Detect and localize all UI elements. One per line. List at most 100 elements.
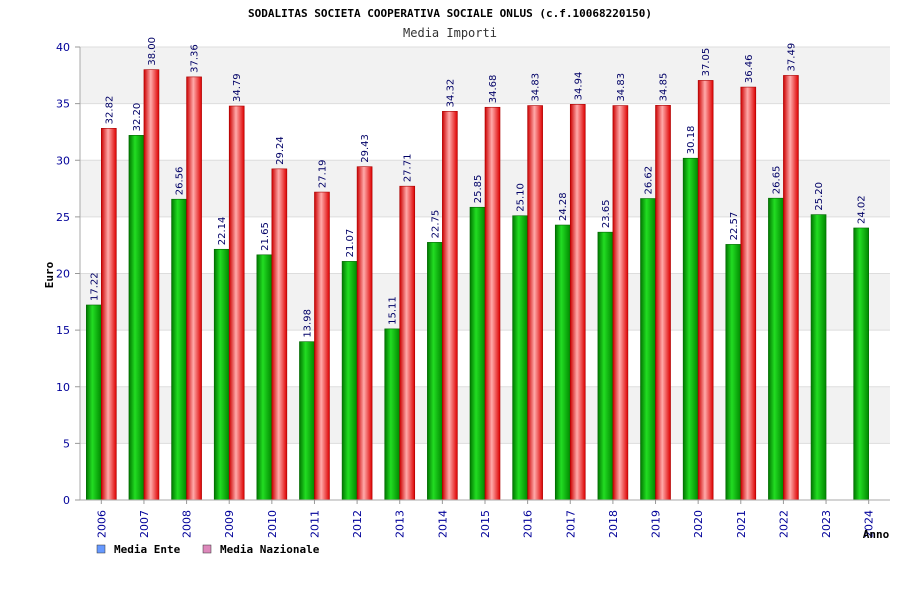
y-tick-label: 40 (56, 41, 70, 54)
y-tick-labels: 0 5 10 15 20 25 30 35 40 (56, 41, 80, 507)
bar-media-ente-2018 (597, 231, 614, 501)
data-label: 34.94 (573, 72, 584, 101)
legend-label-nazionale: Media Nazionale (220, 543, 320, 556)
y-tick-label: 30 (56, 154, 70, 167)
bar-media-nazionale-2022 (783, 75, 799, 501)
data-label: 27.19 (317, 159, 328, 188)
x-tick-label: 2006 (95, 510, 108, 538)
x-tick-label: 2023 (820, 510, 833, 538)
bar-media-ente-2015 (469, 206, 486, 501)
data-label: 25.85 (473, 175, 484, 204)
x-tick-label: 2021 (735, 510, 748, 538)
data-labels: 17.22 32.82 32.20 38.00 26.56 37.36 22.14 34.79… (89, 37, 867, 338)
bar-media-nazionale-2014 (442, 111, 458, 501)
chart-subtitle: Media Importi (403, 26, 497, 40)
data-label: 34.32 (445, 79, 456, 108)
bar-media-ente-2007 (128, 135, 145, 501)
data-label: 24.02 (857, 195, 868, 224)
data-label: 23.65 (601, 200, 612, 229)
bar-media-nazionale-2010 (271, 168, 288, 501)
chart-title: SODALITAS SOCIETA COOPERATIVA SOCIALE ON… (248, 7, 652, 20)
legend-label-ente: Media Ente (114, 543, 181, 556)
bar-media-ente-2019 (640, 198, 656, 501)
data-label: 24.28 (558, 192, 569, 221)
legend: Media Ente Media Nazionale (96, 543, 320, 556)
bar-media-nazionale-2020 (697, 80, 714, 501)
y-tick-label: 25 (56, 211, 70, 224)
data-label: 26.56 (175, 167, 186, 196)
bar-media-ente-2006 (86, 304, 102, 501)
bar-media-nazionale-2011 (314, 191, 330, 501)
y-tick-label: 20 (56, 268, 70, 281)
x-tick-label: 2014 (436, 510, 449, 538)
x-tick-label: 2009 (223, 510, 236, 538)
x-tick-label: 2022 (777, 510, 790, 538)
bar-media-ente-2020 (682, 157, 699, 501)
bar-media-ente-2012 (341, 261, 358, 501)
bar-media-nazionale-2006 (101, 128, 117, 501)
data-label: 38.00 (147, 37, 158, 66)
bar-media-ente-2022 (768, 197, 784, 501)
data-label: 22.75 (430, 210, 441, 239)
bar-media-nazionale-2013 (399, 185, 416, 501)
data-label: 13.98 (302, 309, 313, 338)
data-label: 25.20 (814, 182, 825, 211)
bar-media-nazionale-2018 (612, 105, 629, 501)
x-tick-label: 2024 (863, 510, 876, 538)
data-label: 27.71 (403, 154, 414, 183)
bar-media-ente-2023 (810, 214, 827, 501)
bar-media-nazionale-2021 (740, 86, 757, 501)
y-tick-label: 10 (56, 381, 70, 394)
bar-media-nazionale-2012 (356, 166, 373, 501)
data-label: 37.05 (701, 48, 712, 77)
bar-media-nazionale-2017 (569, 104, 586, 501)
data-label: 22.57 (729, 212, 740, 241)
bar-media-nazionale-2008 (186, 76, 202, 501)
data-label: 34.85 (659, 73, 670, 102)
x-tick-label: 2018 (607, 510, 620, 538)
x-tick-label: 2008 (181, 510, 194, 538)
x-tick-label: 2012 (351, 510, 364, 538)
bar-media-ente-2014 (427, 242, 443, 501)
data-label: 21.07 (345, 229, 356, 258)
bar-media-ente-2009 (213, 248, 230, 501)
bar-media-nazionale-2015 (484, 106, 501, 501)
x-axis-label: Anno (863, 528, 890, 541)
bar-media-ente-2011 (299, 341, 315, 501)
x-tick-label: 2015 (479, 510, 492, 538)
x-tick-label: 2017 (564, 510, 577, 538)
bar-media-ente-2008 (171, 198, 187, 501)
bar-media-ente-2010 (256, 254, 273, 501)
x-tick-label: 2016 (522, 510, 535, 538)
data-label: 29.43 (360, 134, 371, 163)
y-tick-label: 0 (63, 494, 70, 507)
x-tick-label: 2020 (692, 510, 705, 538)
bar-media-nazionale-2019 (655, 105, 671, 501)
data-label: 36.46 (744, 54, 755, 83)
x-tick-labels: 2006 2007 2008 2009 2010 2011 2012 2013 2014 2015… (95, 500, 876, 538)
y-tick-label: 15 (56, 324, 70, 337)
bar-media-nazionale-2009 (228, 105, 245, 501)
legend-swatch-nazionale (202, 544, 212, 554)
x-tick-label: 2019 (650, 510, 663, 538)
bar-media-ente-2017 (554, 224, 571, 501)
legend-swatch-ente (96, 544, 106, 554)
data-label: 26.65 (771, 166, 782, 195)
data-label: 32.20 (132, 103, 143, 132)
data-label: 34.83 (616, 73, 627, 102)
y-axis-label: Euro (43, 261, 56, 288)
data-label: 21.65 (260, 222, 271, 251)
x-tick-label: 2013 (394, 510, 407, 538)
data-label: 30.18 (686, 126, 697, 155)
bar-media-ente-2024 (853, 227, 869, 501)
x-tick-label: 2011 (308, 510, 321, 538)
data-label: 34.79 (232, 73, 243, 102)
bar-media-ente-2016 (512, 215, 528, 501)
data-label: 37.36 (190, 44, 201, 73)
y-tick-label: 35 (56, 98, 70, 111)
data-label: 34.83 (531, 73, 542, 102)
bar-media-ente-2021 (725, 244, 742, 501)
data-label: 17.22 (89, 272, 100, 301)
bar-media-nazionale-2007 (143, 69, 160, 501)
